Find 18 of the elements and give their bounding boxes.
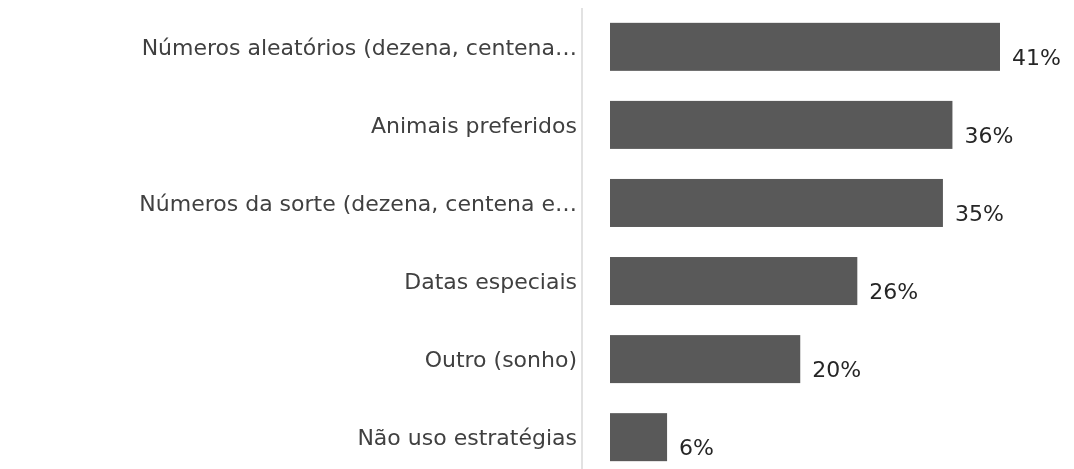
bar — [610, 178, 943, 227]
data-label: 6% — [679, 435, 714, 461]
data-label: 41% — [1012, 44, 1061, 70]
bar — [610, 335, 801, 384]
y-tick-label: Não uso estratégias — [357, 425, 577, 451]
y-tick-label: Números da sorte (dezena, centena e… — [139, 190, 577, 216]
data-label: 26% — [869, 279, 919, 305]
bar — [610, 100, 953, 149]
y-tick-label: Números aleatórios (dezena, centena… — [141, 34, 577, 60]
y-tick-label: Datas especiais — [404, 269, 577, 295]
bar — [610, 257, 858, 306]
y-tick-label: Outro (sonho) — [424, 347, 577, 373]
data-label: 35% — [954, 200, 1004, 226]
data-label: 36% — [964, 122, 1014, 148]
y-tick-label: Animais preferidos — [371, 112, 577, 138]
data-label: 20% — [812, 357, 862, 383]
bar — [610, 22, 1000, 71]
bar — [610, 413, 668, 462]
